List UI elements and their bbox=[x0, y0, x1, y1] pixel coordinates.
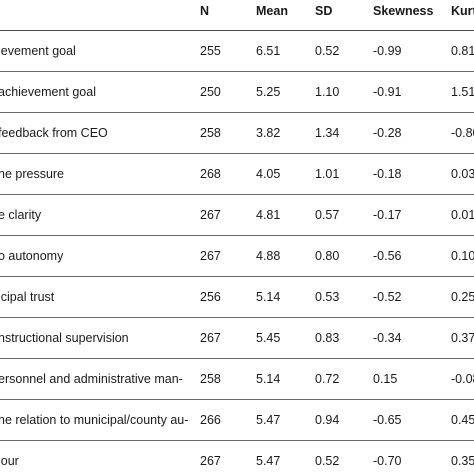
row-divider bbox=[0, 71, 474, 72]
row-skewness: 0.15 bbox=[373, 372, 398, 386]
header-skewness: Skewness bbox=[373, 4, 434, 18]
row-sd: 0.94 bbox=[315, 413, 340, 427]
row-label: e clarity bbox=[0, 208, 42, 222]
row-kurtosis: -0.80 bbox=[451, 126, 474, 140]
row-sd: 1.10 bbox=[315, 85, 340, 99]
row-divider bbox=[0, 112, 474, 113]
row-kurtosis: 0.35 bbox=[451, 454, 474, 468]
table-row: achievement goal 250 5.25 1.10 -0.91 1.5… bbox=[0, 72, 474, 113]
row-sd: 0.52 bbox=[315, 454, 340, 468]
row-kurtosis: 0.25 bbox=[451, 290, 474, 304]
row-n: 256 bbox=[200, 290, 221, 304]
row-kurtosis: 0.10 bbox=[451, 249, 474, 263]
table-row: ne pressure 268 4.05 1.01 -0.18 0.03 bbox=[0, 154, 474, 195]
row-kurtosis: 1.51 bbox=[451, 85, 474, 99]
row-divider bbox=[0, 440, 474, 441]
header-sd: SD bbox=[315, 4, 333, 18]
row-skewness: -0.99 bbox=[373, 44, 402, 58]
row-mean: 3.82 bbox=[256, 126, 281, 140]
row-n: 267 bbox=[200, 249, 221, 263]
table-row: feedback from CEO 258 3.82 1.34 -0.28 -0… bbox=[0, 113, 474, 154]
table-row: ievement goal 255 6.51 0.52 -0.99 0.81 bbox=[0, 31, 474, 72]
row-sd: 0.57 bbox=[315, 208, 340, 222]
row-skewness: -0.18 bbox=[373, 167, 402, 181]
row-label: icipal trust bbox=[0, 290, 55, 304]
row-label: ne pressure bbox=[0, 167, 65, 181]
row-divider bbox=[0, 399, 474, 400]
row-sd: 0.53 bbox=[315, 290, 340, 304]
row-divider bbox=[0, 235, 474, 236]
row-mean: 5.45 bbox=[256, 331, 281, 345]
row-skewness: -0.65 bbox=[373, 413, 402, 427]
row-skewness: -0.52 bbox=[373, 290, 402, 304]
table-row: o autonomy 267 4.88 0.80 -0.56 0.10 bbox=[0, 236, 474, 277]
row-kurtosis: 0.37 bbox=[451, 331, 474, 345]
row-mean: 5.14 bbox=[256, 290, 281, 304]
table-row: ne relation to municipal/county au- 266 … bbox=[0, 400, 474, 441]
row-mean: 5.47 bbox=[256, 413, 281, 427]
row-label: ne relation to municipal/county au- bbox=[0, 413, 189, 427]
row-n: 268 bbox=[200, 167, 221, 181]
row-mean: 5.47 bbox=[256, 454, 281, 468]
row-n: 258 bbox=[200, 126, 221, 140]
row-sd: 0.83 bbox=[315, 331, 340, 345]
row-divider bbox=[0, 358, 474, 359]
row-label: feedback from CEO bbox=[0, 126, 108, 140]
row-n: 267 bbox=[200, 331, 221, 345]
row-n: 266 bbox=[200, 413, 221, 427]
row-sd: 0.52 bbox=[315, 44, 340, 58]
row-sd: 1.34 bbox=[315, 126, 340, 140]
row-divider bbox=[0, 194, 474, 195]
row-mean: 4.88 bbox=[256, 249, 281, 263]
table-row: icipal trust 256 5.14 0.53 -0.52 0.25 bbox=[0, 277, 474, 318]
row-skewness: -0.91 bbox=[373, 85, 402, 99]
row-label: nstructional supervision bbox=[0, 331, 129, 345]
row-n: 258 bbox=[200, 372, 221, 386]
header-mean: Mean bbox=[256, 4, 288, 18]
row-divider bbox=[0, 276, 474, 277]
header-divider bbox=[0, 30, 474, 31]
header-kurtosis: Kurt bbox=[451, 4, 474, 18]
row-label: ievement goal bbox=[0, 44, 76, 58]
row-n: 255 bbox=[200, 44, 221, 58]
row-skewness: -0.34 bbox=[373, 331, 402, 345]
row-mean: 4.81 bbox=[256, 208, 281, 222]
row-skewness: -0.56 bbox=[373, 249, 402, 263]
row-n: 267 bbox=[200, 208, 221, 222]
row-kurtosis: 0.03 bbox=[451, 167, 474, 181]
row-kurtosis: 0.01 bbox=[451, 208, 474, 222]
row-kurtosis: -0.08 bbox=[451, 372, 474, 386]
row-n: 267 bbox=[200, 454, 221, 468]
row-mean: 5.25 bbox=[256, 85, 281, 99]
table-row: ersonnel and administrative man- 258 5.1… bbox=[0, 359, 474, 400]
row-mean: 6.51 bbox=[256, 44, 281, 58]
row-divider bbox=[0, 153, 474, 154]
table-row: iour 267 5.47 0.52 -0.70 0.35 bbox=[0, 441, 474, 474]
row-sd: 0.72 bbox=[315, 372, 340, 386]
row-sd: 1.01 bbox=[315, 167, 340, 181]
row-skewness: -0.28 bbox=[373, 126, 402, 140]
row-divider bbox=[0, 317, 474, 318]
row-n: 250 bbox=[200, 85, 221, 99]
header-n: N bbox=[200, 4, 210, 18]
row-label: achievement goal bbox=[0, 85, 96, 99]
table-row: nstructional supervision 267 5.45 0.83 -… bbox=[0, 318, 474, 359]
row-mean: 4.05 bbox=[256, 167, 281, 181]
row-sd: 0.80 bbox=[315, 249, 340, 263]
row-label: ersonnel and administrative man- bbox=[0, 372, 183, 386]
row-kurtosis: 0.81 bbox=[451, 44, 474, 58]
row-skewness: -0.70 bbox=[373, 454, 402, 468]
row-mean: 5.14 bbox=[256, 372, 281, 386]
row-skewness: -0.17 bbox=[373, 208, 402, 222]
row-label: o autonomy bbox=[0, 249, 64, 263]
table-row: e clarity 267 4.81 0.57 -0.17 0.01 bbox=[0, 195, 474, 236]
row-kurtosis: 0.45 bbox=[451, 413, 474, 427]
row-label: iour bbox=[0, 454, 19, 468]
